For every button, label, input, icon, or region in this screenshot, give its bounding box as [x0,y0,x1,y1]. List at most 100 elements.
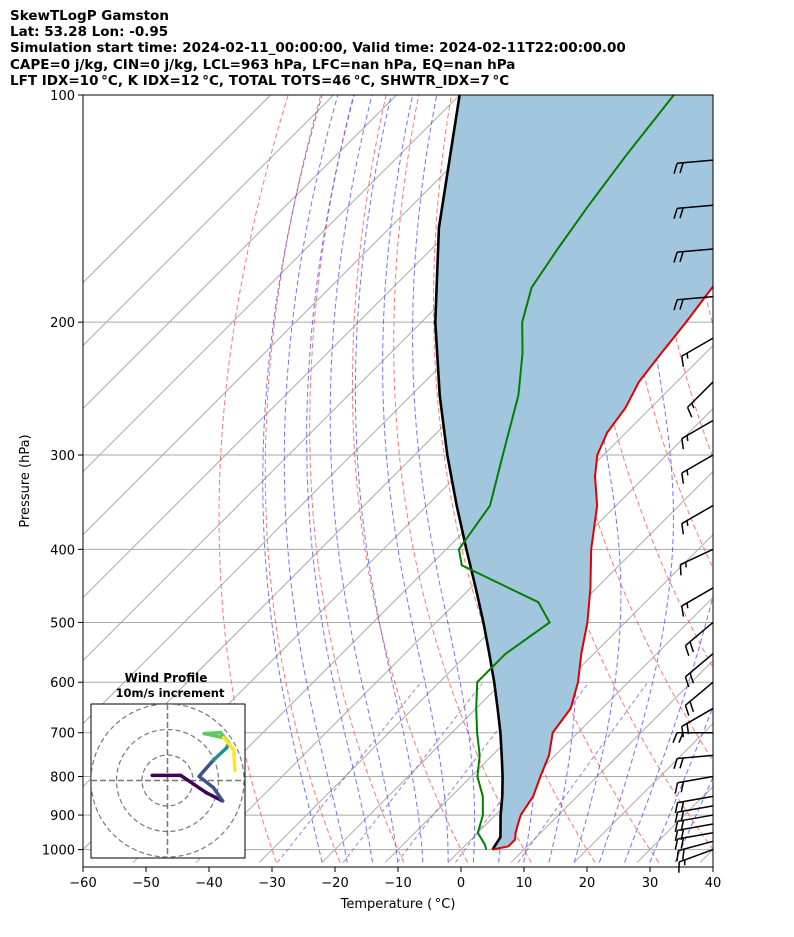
moist-adiabat [624,95,713,863]
moist-adiabat [598,95,674,863]
isotherm-line [83,95,460,473]
wind-barb-flag [674,821,679,833]
hodograph-trace-segment [197,758,216,779]
wind-barb-flag [673,208,678,219]
isotherm-line [83,95,523,536]
wind-barb-flag [681,726,685,738]
isotherm-line [699,848,713,863]
wind-barb-flag [673,758,678,769]
dry-adiabat [745,95,794,863]
wind-barb-flag [679,564,682,576]
wind-barb [681,419,714,450]
hodograph-trace-segment [232,748,237,773]
wind-barb [681,454,714,484]
wind-barb [684,681,714,716]
wind-barb-flag [674,802,679,814]
x-tick-label: 30 [642,876,659,891]
dry-adiabat [352,95,468,863]
isotherm-line [83,95,271,284]
y-tick-label: 900 [50,809,75,824]
y-tick-label: 300 [50,449,75,464]
wind-barb-flag [681,472,685,484]
wind-barb-flag [680,837,685,849]
y-tick-label: 200 [50,316,75,331]
moist-adiabat [306,95,373,863]
wind-barb-flag [684,645,690,657]
y-tick-label: 400 [50,543,75,558]
wind-barb-staff [677,823,714,832]
title-location: Lat: 53.28 Lon: -0.95 [10,24,169,40]
wind-barb [676,840,714,862]
y-tick-label: 100 [50,89,75,104]
wind-barb [684,653,714,688]
wind-barb [686,381,714,418]
wind-barb-flag [684,705,690,716]
wind-barb-flag [679,162,684,174]
hodograph-trace-segment [211,746,229,762]
wind-barb-half-flag [686,435,689,441]
isotherm-line [258,407,713,863]
y-tick-label: 500 [50,616,75,631]
wind-barb-flag [686,407,693,418]
x-tick-label: −60 [69,876,96,891]
wind-barb-staff [687,381,714,408]
wind-barb-half-flag [686,602,689,609]
title-station: SkewTLogP Gamston [10,8,169,24]
hodograph-plot [91,704,245,858]
dry-adiabat [711,95,713,111]
x-tick-label: 40 [705,876,722,891]
dry-adiabat [778,95,794,863]
wind-barb-flag [680,820,685,831]
wind-barb [673,295,714,311]
x-axis-label: Temperature ( °C) [340,897,456,912]
hodograph-trace-segment [202,731,226,740]
isotherm-line [83,95,397,410]
moist-adiabat [262,95,323,863]
title-indices-cape: CAPE=0 j/kg, CIN=0 j/kg, LCL=963 hPa, LF… [10,57,516,73]
wind-barb-flag [679,757,684,769]
hodograph-trace-segment [211,785,225,803]
wind-barb-flag [680,829,685,840]
wind-barb-flag [681,438,685,450]
wind-barb-staff [677,775,714,784]
x-tick-label: 20 [579,876,596,891]
moist-adiabat [329,95,399,863]
isotherm-line [321,470,713,863]
moist-adiabat [382,95,449,863]
wind-barb-flag [682,848,685,860]
wind-barb [684,621,714,657]
wind-barb-flag [673,251,678,263]
wind-barb [673,159,714,174]
wind-barb [681,707,714,738]
y-axis-label: Pressure (hPa) [18,434,33,527]
wind-barb-flag [681,605,685,617]
wind-barb-flag [689,701,695,712]
y-tick-label: 600 [50,676,75,691]
dry-adiabat [309,95,405,863]
wind-barb-flag [680,810,685,822]
wind-barb-flag [676,850,679,862]
wind-barb [681,504,714,535]
wind-barb-flag [674,811,679,823]
wind-barb [674,814,714,833]
hodograph-trace-segment [179,773,209,795]
wind-barb [681,587,714,617]
wind-barb-flag [681,523,685,535]
wind-barb-half-flag [686,520,689,526]
wind-barb-flag [681,356,685,367]
wind-barb [673,754,714,769]
wind-barb-flag [680,781,685,793]
moist-adiabat [649,705,713,863]
wind-barb [674,805,714,823]
wind-barb [674,823,714,841]
temperature-line [492,284,713,851]
x-tick-label: −30 [258,876,285,891]
y-tick-label: 800 [50,770,75,785]
dry-adiabat [264,95,341,863]
wind-barb-half-flag [686,469,689,476]
isotherm-line [447,596,713,863]
wind-barb-flag [674,838,679,850]
moist-adiabat [283,95,348,863]
title-times: Simulation start time: 2024-02-11_00:00:… [10,40,626,56]
